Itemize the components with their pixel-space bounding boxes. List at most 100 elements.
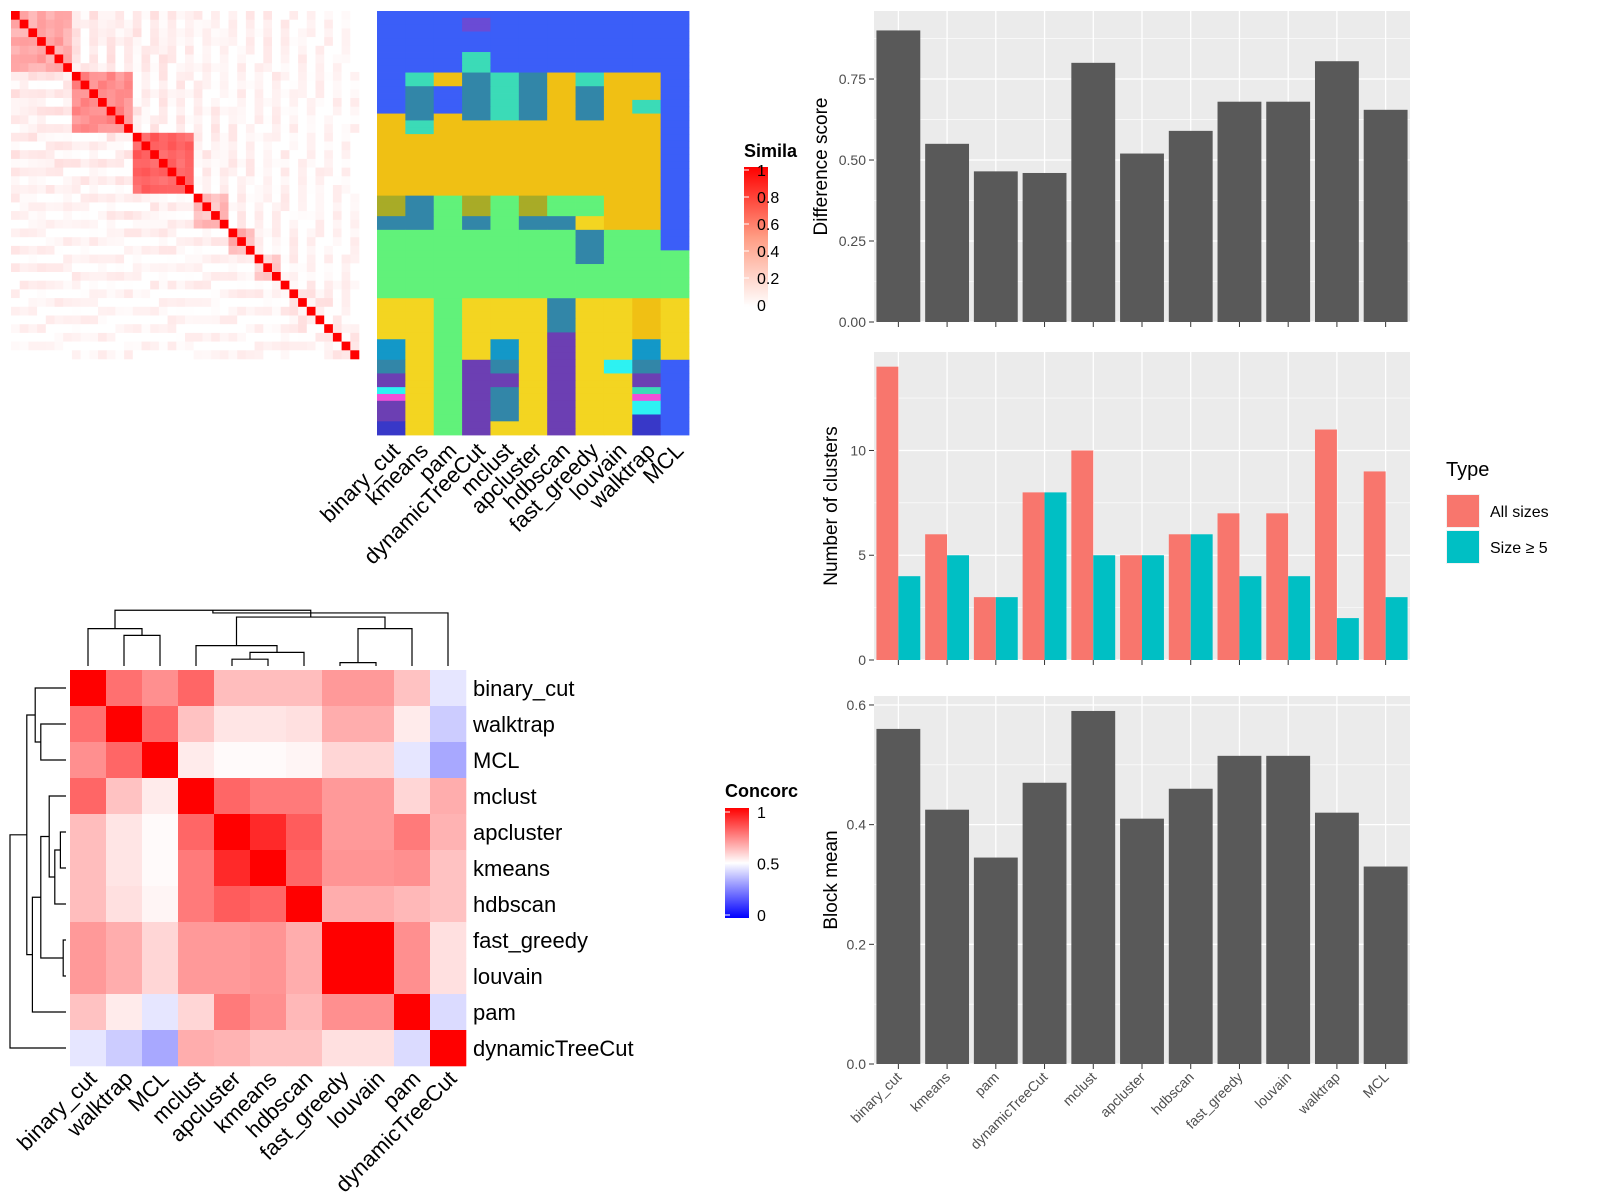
similarity-cell <box>245 11 255 20</box>
similarity-cell <box>158 193 168 203</box>
similarity-cell <box>28 324 38 334</box>
assignment-cell <box>603 264 633 272</box>
assignment-cell <box>377 223 406 231</box>
similarity-cell <box>263 315 273 325</box>
assignment-cell <box>547 168 576 176</box>
similarity-cell <box>71 45 81 55</box>
similarity-cell <box>263 306 273 316</box>
assignment-cell <box>547 24 576 32</box>
similarity-cell <box>141 45 151 55</box>
similarity-cell <box>350 124 360 134</box>
assignment-cell <box>603 195 633 203</box>
similarity-cell <box>19 141 29 151</box>
similarity-cell <box>298 89 308 99</box>
similarity-cell <box>167 28 177 38</box>
assignment-cell <box>518 106 548 114</box>
similarity-cell <box>158 11 168 20</box>
assignment-cell <box>490 181 520 190</box>
assignment-cell <box>603 393 633 402</box>
assignment-cell <box>405 65 435 73</box>
similarity-cell <box>89 37 99 47</box>
similarity-cell <box>219 254 229 264</box>
similarity-cell <box>315 202 325 212</box>
similarity-cell <box>263 71 273 81</box>
similarity-cell <box>332 176 342 186</box>
similarity-cell <box>54 28 64 38</box>
similarity-cell <box>350 71 360 81</box>
similarity-cell <box>289 228 299 238</box>
concordance-cell <box>250 742 287 779</box>
similarity-cell <box>11 228 20 238</box>
similarity-cell <box>324 289 334 299</box>
similarity-cell <box>37 63 47 73</box>
similarity-cell <box>106 341 116 351</box>
assignment-cell <box>547 106 576 114</box>
similarity-cell <box>228 315 238 325</box>
assignment-cell <box>518 407 548 415</box>
similarity-cell <box>63 106 73 116</box>
similarity-cell <box>219 11 229 20</box>
concordance-row-label: MCL <box>473 748 519 773</box>
similarity-cell <box>45 63 55 73</box>
similarity-cell <box>167 124 177 134</box>
similarity-cell <box>324 115 334 125</box>
similarity-cell <box>11 89 20 99</box>
similarity-cell <box>219 71 229 81</box>
similarity-cell <box>315 124 325 134</box>
similarity-cell <box>245 219 255 229</box>
assignment-cell <box>632 45 662 53</box>
similarity-cell <box>54 219 64 229</box>
similarity-cell <box>280 158 290 168</box>
assignment-cell <box>405 393 435 402</box>
similarity-cell <box>237 45 247 55</box>
similarity-cell <box>37 45 47 55</box>
assignment-cell <box>632 332 662 340</box>
assignment-cell <box>660 195 690 203</box>
similarity-cell <box>45 132 55 142</box>
similarity-cell <box>71 176 81 186</box>
similarity-cell <box>298 306 308 316</box>
similarity-cell <box>263 141 273 151</box>
y-tick-label: 0.50 <box>839 152 866 168</box>
similarity-cell <box>185 176 194 186</box>
similarity-cell <box>167 263 177 273</box>
similarity-cell <box>158 141 168 151</box>
assignment-cell <box>462 291 491 299</box>
similarity-cell <box>254 332 264 342</box>
similarity-cell <box>185 45 194 55</box>
assignment-cell <box>603 387 633 395</box>
similarity-cell <box>11 306 20 316</box>
assignment-cell <box>490 277 520 285</box>
similarity-cell <box>280 167 290 177</box>
assignment-cell <box>660 209 690 217</box>
similarity-cell <box>298 341 308 351</box>
similarity-cell <box>115 176 125 186</box>
bar <box>1120 153 1164 322</box>
similarity-cell <box>80 315 90 325</box>
bar <box>1314 429 1337 660</box>
assignment-cell <box>547 127 576 135</box>
assignment-cell <box>575 414 605 422</box>
similarity-cell <box>54 289 64 299</box>
similarity-cell <box>132 106 142 116</box>
similarity-cell <box>80 237 90 247</box>
similarity-cell <box>54 228 64 238</box>
similarity-cell <box>132 237 142 247</box>
similarity-cell <box>115 141 125 151</box>
similarity-cell <box>158 202 168 212</box>
bar <box>1363 109 1408 323</box>
similarity-cell <box>272 315 281 325</box>
assignment-cell <box>603 168 633 176</box>
assignment-cell <box>490 373 520 381</box>
similarity-cell <box>28 263 38 273</box>
assignment-cell <box>377 52 406 60</box>
similarity-cell <box>298 245 308 255</box>
similarity-cell <box>158 45 168 55</box>
similarity-cell <box>298 324 308 334</box>
similarity-cell <box>193 350 203 360</box>
similarity-cell <box>289 245 299 255</box>
concordance-cell <box>214 886 251 923</box>
assignment-cell <box>603 380 633 388</box>
similarity-cell <box>89 132 99 142</box>
assignment-cell <box>632 209 662 217</box>
